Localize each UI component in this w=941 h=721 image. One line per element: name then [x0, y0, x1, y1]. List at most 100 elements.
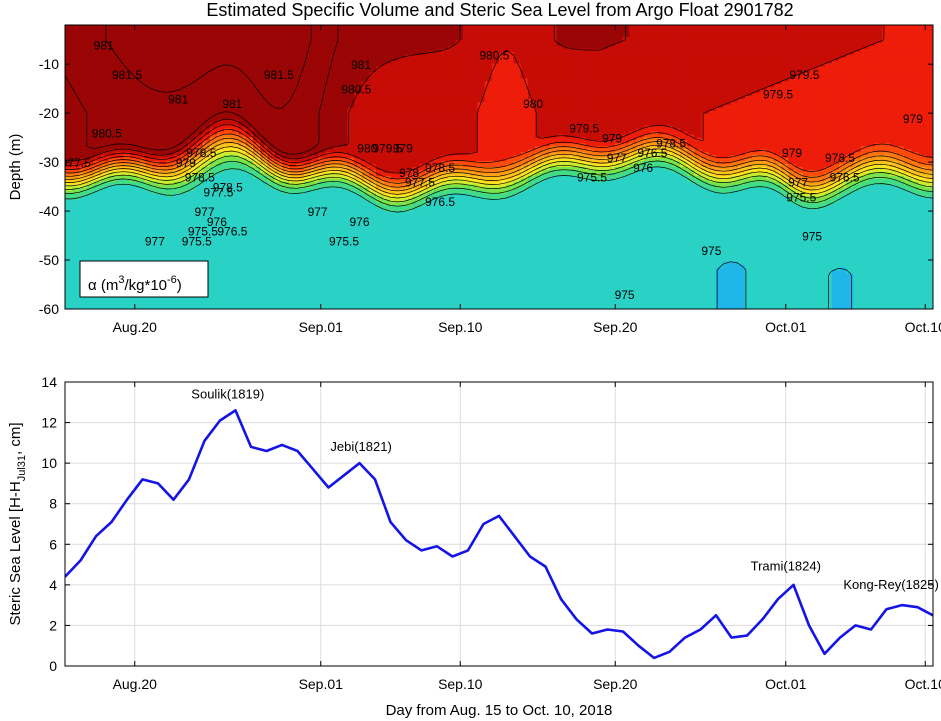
contour-cell	[643, 116, 652, 121]
contour-cell	[846, 72, 855, 76]
contour-cell	[404, 48, 413, 53]
contour-cell	[889, 33, 898, 38]
contour-cell	[122, 63, 131, 68]
contour-cell	[658, 75, 666, 79]
contour-cell	[151, 51, 160, 56]
contour-cell	[130, 137, 138, 141]
contour-cell	[810, 33, 818, 38]
contour-cell	[433, 57, 442, 62]
contour-cell	[875, 48, 883, 53]
contour-cell	[875, 66, 883, 70]
contour-cell	[115, 140, 124, 144]
contour-cell	[173, 122, 182, 127]
contour-cell	[889, 113, 898, 118]
contour-cell	[491, 63, 500, 68]
contour-cell	[629, 63, 638, 68]
contour-cell	[130, 72, 138, 76]
contour-cell	[180, 104, 189, 109]
contour-cell	[383, 75, 392, 79]
contour-cell	[571, 119, 580, 124]
contour-cell	[593, 57, 601, 62]
contour-cell	[867, 140, 876, 144]
contour-cell	[347, 60, 355, 65]
contour-cell	[571, 72, 580, 76]
contour-cell	[216, 119, 225, 124]
contour-cell	[513, 66, 522, 70]
contour-cell	[535, 131, 543, 136]
contour-cell	[231, 30, 240, 35]
contour-cell	[506, 81, 515, 85]
contour-cell	[889, 27, 898, 32]
contour-cell	[882, 143, 891, 147]
contour-cell	[426, 96, 435, 100]
contour-cell	[462, 60, 471, 65]
contour-cell	[180, 87, 189, 91]
contour-cell	[708, 116, 717, 121]
contour-cell	[542, 66, 551, 70]
contour-cell	[390, 78, 399, 82]
contour-cell	[542, 63, 551, 68]
contour-cell	[759, 134, 768, 139]
contour-cell	[484, 90, 493, 94]
contour-cell	[101, 69, 109, 73]
contour-cell	[455, 57, 464, 62]
contour-cell	[766, 113, 775, 118]
figure-title: Estimated Specific Volume and Steric Sea…	[206, 0, 793, 20]
contour-cell	[310, 81, 319, 85]
contour-cell	[752, 107, 760, 112]
contour-cell	[332, 63, 341, 68]
contour-cell	[658, 104, 666, 109]
contour-cell	[151, 63, 160, 68]
contour-cell	[752, 122, 760, 127]
contour-cell	[788, 30, 797, 35]
contour-cell	[231, 36, 240, 41]
contour-cell	[122, 51, 131, 56]
contour-cell	[65, 101, 73, 106]
contour-cell	[383, 107, 392, 112]
contour-cell	[520, 87, 529, 91]
contour-cell	[238, 98, 247, 103]
contour-cell	[752, 36, 760, 41]
contour-cell	[535, 84, 543, 88]
contour-cell	[441, 137, 449, 141]
contour-cell	[231, 42, 240, 47]
contour-cell	[621, 87, 630, 91]
contour-cell	[72, 101, 81, 106]
contour-cell	[296, 140, 305, 144]
contour-cell	[817, 54, 826, 59]
contour-cell	[332, 54, 341, 59]
contour-cell	[144, 51, 153, 56]
contour-cell	[600, 122, 609, 127]
contour-cell	[202, 143, 211, 147]
contour-cell	[101, 42, 109, 47]
contour-cell	[600, 140, 609, 144]
contour-cell	[159, 107, 167, 112]
contour-cell	[383, 90, 392, 94]
contour-cell	[527, 107, 536, 112]
contour-cell	[187, 128, 196, 133]
contour-cell	[607, 63, 616, 68]
contour-cell	[296, 78, 305, 82]
contour-cell	[79, 42, 88, 47]
contour-cell	[730, 25, 739, 29]
contour-cell	[788, 143, 797, 147]
contour-cell	[701, 33, 710, 38]
contour-cell	[773, 134, 782, 139]
contour-cell	[824, 30, 833, 35]
contour-cell	[130, 66, 138, 70]
contour-cell	[368, 101, 377, 106]
contour-cell	[744, 84, 753, 88]
contour-cell	[368, 87, 377, 91]
contour-cell	[831, 36, 840, 41]
contour-cell	[426, 78, 435, 82]
contour-cell	[766, 45, 775, 50]
contour-cell	[260, 134, 269, 139]
contour-cell	[231, 110, 240, 115]
contour-cell	[101, 113, 109, 118]
contour-cell	[72, 60, 81, 65]
contour-cell	[310, 33, 319, 38]
contour-cell	[289, 81, 298, 85]
contour-cell	[737, 51, 746, 56]
contour-cell	[93, 48, 102, 53]
contour-cell	[455, 48, 464, 53]
